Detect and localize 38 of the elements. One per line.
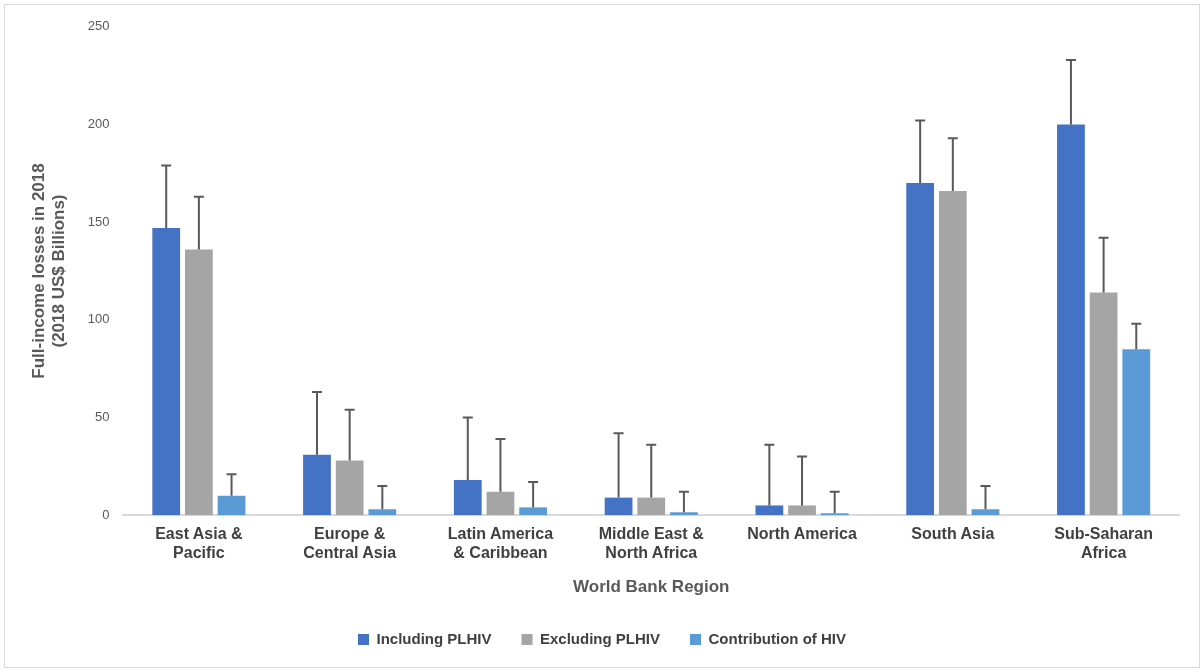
- bar: [971, 509, 1000, 516]
- x-tick-label: South Asia: [911, 525, 995, 543]
- x-tick-label: North America: [747, 525, 857, 543]
- bar: [755, 505, 784, 516]
- bar: [519, 507, 548, 516]
- bar: [335, 460, 364, 516]
- y-tick-label: 250: [87, 18, 110, 34]
- y-tick-label: 100: [87, 311, 110, 327]
- legend-label: Including PLHIV: [376, 629, 492, 647]
- bar: [217, 495, 246, 516]
- y-tick-label: 0: [102, 506, 110, 522]
- bar: [453, 480, 482, 516]
- x-tick-label: Europe & Central Asia: [303, 525, 397, 562]
- legend-label: Excluding PLHIV: [540, 629, 661, 647]
- bar: [637, 497, 666, 516]
- y-tick-label: 50: [95, 409, 110, 425]
- bar: [185, 249, 213, 516]
- bar: [906, 183, 935, 516]
- y-tick-label: 200: [87, 116, 110, 132]
- bar: [1057, 124, 1085, 516]
- bar: [938, 190, 967, 516]
- bar: [1122, 349, 1151, 516]
- y-tick-label: 150: [87, 213, 110, 229]
- bar: [152, 228, 181, 516]
- x-axis-title: World Bank Region: [573, 577, 730, 597]
- x-tick-label: Latin America & Caribbean: [447, 525, 554, 562]
- y-axis-title: Full-income losses in 2018 (2018 US$ Billions): [28, 163, 69, 379]
- bar: [303, 454, 331, 516]
- bar: [604, 497, 633, 516]
- bar: [670, 512, 698, 516]
- x-tick-label: Sub-Saharan Africa: [1054, 525, 1153, 562]
- bar: [486, 491, 515, 516]
- legend-label: Contribution of HIV: [708, 629, 846, 647]
- bar: [368, 509, 397, 516]
- x-tick-label: Middle East & North Africa: [598, 525, 705, 562]
- bar: [1089, 292, 1118, 516]
- bar: [788, 505, 816, 516]
- x-tick-label: East Asia & Pacific: [155, 525, 244, 562]
